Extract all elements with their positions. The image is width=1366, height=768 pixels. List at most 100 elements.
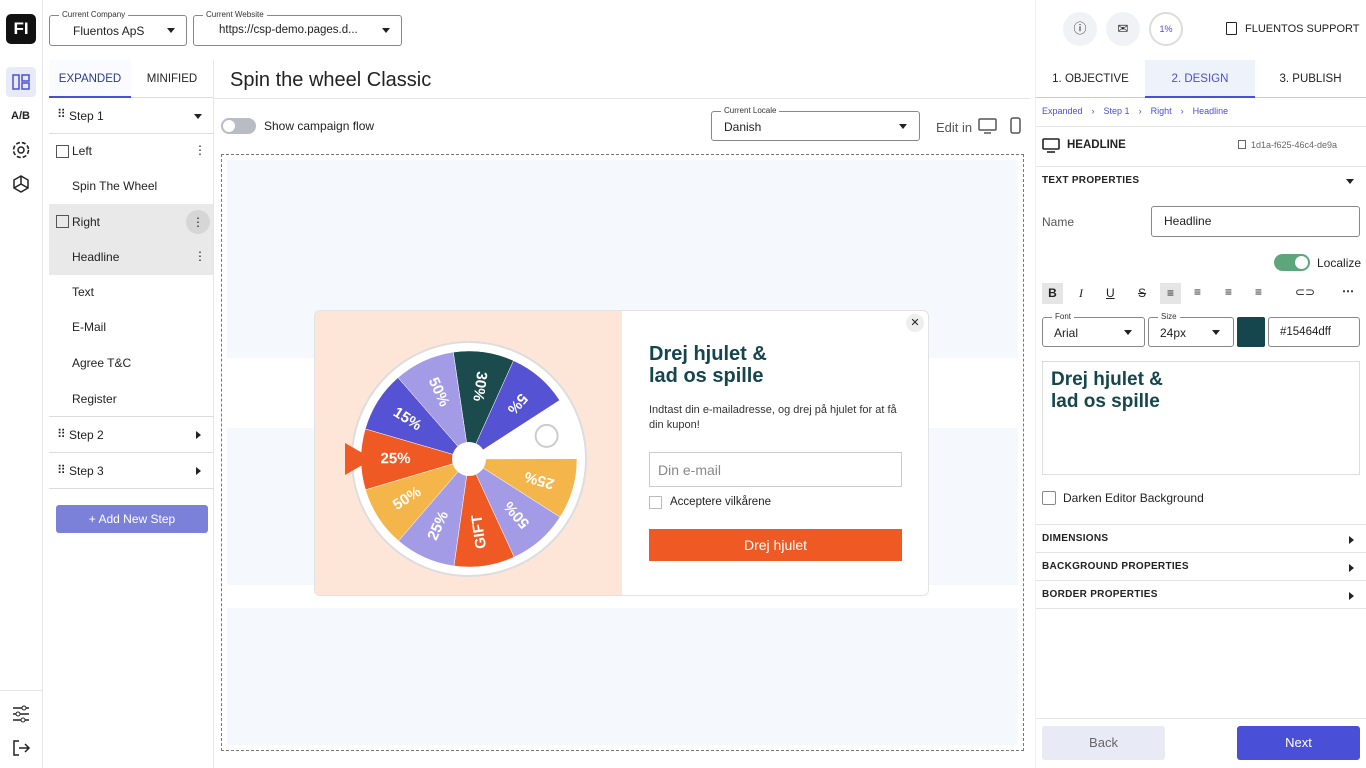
tree-element[interactable]: Agree T&C: [49, 345, 213, 381]
element-type: HEADLINE: [1067, 139, 1126, 151]
support-link[interactable]: FLUENTOS SUPPORT: [1245, 23, 1360, 35]
wheel-hub: [452, 442, 486, 476]
crumb[interactable]: Right: [1150, 106, 1172, 116]
line: lad os spille: [649, 365, 764, 387]
website-select[interactable]: Current Website https://csp-demo.pages.d…: [193, 10, 402, 46]
divider: [0, 690, 42, 691]
align-center[interactable]: ≡: [1194, 285, 1202, 299]
progress: 1%: [1149, 12, 1183, 46]
tab[interactable]: 1. OBJECTIVE: [1036, 60, 1145, 98]
caret: [196, 431, 201, 439]
ab-button[interactable]: A/B: [11, 110, 30, 122]
crumb[interactable]: Expanded: [1042, 106, 1083, 116]
section-header[interactable]: DIMENSIONS: [1036, 524, 1366, 552]
label: Current Company: [59, 10, 129, 19]
sliders-icon[interactable]: [11, 704, 31, 724]
element-id[interactable]: 1d1a-f625-46c4-de9a: [1251, 140, 1338, 150]
grip: ⠿: [57, 427, 66, 441]
label: Size: [1158, 312, 1180, 321]
menu: ⋮: [194, 143, 206, 157]
section-header[interactable]: TEXT PROPERTIES: [1036, 166, 1366, 194]
underline[interactable]: U: [1106, 286, 1115, 300]
tree-element[interactable]: Headline ⋮: [49, 240, 213, 275]
settings-icon[interactable]: [11, 140, 31, 160]
label: TEXT PROPERTIES: [1042, 175, 1140, 186]
popup-close[interactable]: ✕: [906, 314, 924, 332]
toggle[interactable]: [221, 118, 256, 134]
info-button[interactable]: ⓘ: [1063, 12, 1097, 46]
strike[interactable]: S: [1138, 286, 1147, 300]
darken-label: Darken Editor Background: [1063, 491, 1204, 505]
darken-checkbox[interactable]: [1042, 491, 1056, 505]
caret: [1349, 592, 1354, 600]
add-step-button[interactable]: + Add New Step: [56, 505, 208, 533]
name-input[interactable]: Headline: [1151, 206, 1360, 237]
divider: [1036, 718, 1366, 719]
section-header[interactable]: BORDER PROPERTIES: [1036, 580, 1366, 608]
device-icons[interactable]: [978, 117, 1023, 135]
label: Agree T&C: [72, 355, 132, 370]
tree-column[interactable]: Right ⋮: [49, 204, 213, 240]
tab-expanded[interactable]: EXPANDED: [49, 60, 131, 98]
wheel-segment: [397, 351, 470, 460]
logo[interactable]: FI: [6, 14, 36, 44]
grip: ⠿: [57, 107, 66, 121]
label: BACKGROUND PROPERTIES: [1042, 561, 1189, 572]
locale-select[interactable]: Current Locale Danish: [711, 106, 920, 141]
more[interactable]: ⋯: [1342, 284, 1354, 298]
font-select[interactable]: Font Arial: [1042, 312, 1145, 347]
tree-step[interactable]: Step 2 ⠿: [49, 417, 213, 453]
tree-element[interactable]: Register: [49, 381, 213, 417]
logout-icon[interactable]: [11, 738, 31, 758]
italic[interactable]: I: [1079, 286, 1083, 300]
caret: [1346, 179, 1354, 184]
tab-minified[interactable]: MINIFIED: [131, 60, 213, 98]
crumb[interactable]: Headline: [1192, 106, 1229, 116]
tree-element[interactable]: E-Mail: [49, 310, 213, 345]
label: Text: [72, 285, 95, 299]
popup-headline: Drej hjulet & lad os spille: [649, 343, 767, 387]
menu: ⋮: [186, 210, 210, 234]
caret: [196, 467, 201, 475]
tab[interactable]: 3. PUBLISH: [1255, 60, 1366, 98]
tree-element[interactable]: Text: [49, 275, 213, 310]
justify[interactable]: ≡: [1255, 285, 1263, 299]
accept-checkbox[interactable]: [649, 496, 662, 509]
mail-button[interactable]: ✉: [1106, 12, 1140, 46]
size-select[interactable]: Size 24px: [1148, 312, 1234, 347]
email-input[interactable]: Din e-mail: [649, 452, 902, 487]
canvas: [221, 154, 1024, 751]
value: https://csp-demo.pages.d...: [219, 24, 358, 36]
line: lad os spille: [1051, 391, 1160, 412]
layout-icon[interactable]: [6, 67, 36, 97]
caret: [1212, 330, 1220, 335]
link[interactable]: ⊂⊃: [1295, 285, 1316, 299]
next-button[interactable]: Next: [1237, 726, 1360, 760]
tree-element[interactable]: Spin The Wheel: [49, 169, 213, 204]
section-header[interactable]: BACKGROUND PROPERTIES: [1036, 552, 1366, 580]
modules-icon[interactable]: [11, 174, 31, 194]
crumb[interactable]: Step 1: [1103, 106, 1130, 116]
company-select[interactable]: Current Company Fluentos ApS: [49, 10, 187, 46]
bold[interactable]: B: [1042, 283, 1063, 304]
text-preview[interactable]: Drej hjulet & lad os spille: [1042, 361, 1360, 475]
label: Current Locale: [721, 106, 780, 115]
localize-toggle[interactable]: [1274, 254, 1310, 271]
color-input[interactable]: #15464dff: [1268, 317, 1360, 347]
spin-button[interactable]: Drej hjulet: [649, 529, 902, 561]
align-left[interactable]: ≡: [1160, 283, 1181, 304]
label: Headline: [72, 250, 120, 264]
caret: [1349, 564, 1354, 572]
tree-column[interactable]: Left ⋮: [49, 134, 213, 169]
tree-step[interactable]: Step 3 ⠿: [49, 453, 213, 489]
accept-label: Acceptere vilkårene: [670, 496, 771, 508]
tab-active[interactable]: 2. DESIGN: [1145, 60, 1255, 98]
align-right[interactable]: ≡: [1225, 285, 1233, 299]
divider: [214, 98, 1030, 99]
top-right: [1035, 0, 1366, 60]
color-swatch[interactable]: [1237, 317, 1265, 347]
tree-step[interactable]: Step 1 ⠿: [49, 98, 213, 134]
back-button[interactable]: Back: [1042, 726, 1165, 760]
